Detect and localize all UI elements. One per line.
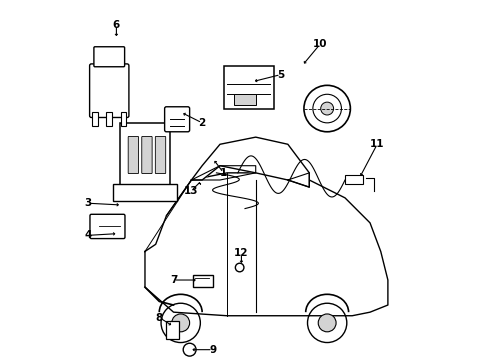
Circle shape bbox=[321, 102, 334, 115]
Circle shape bbox=[172, 314, 190, 332]
FancyBboxPatch shape bbox=[128, 136, 139, 174]
Text: 7: 7 bbox=[170, 275, 177, 285]
Text: 1: 1 bbox=[220, 168, 227, 178]
Polygon shape bbox=[145, 173, 388, 316]
FancyBboxPatch shape bbox=[90, 214, 125, 239]
FancyBboxPatch shape bbox=[120, 123, 170, 187]
FancyBboxPatch shape bbox=[142, 136, 152, 174]
FancyBboxPatch shape bbox=[92, 112, 98, 126]
FancyBboxPatch shape bbox=[113, 184, 177, 202]
FancyBboxPatch shape bbox=[94, 47, 124, 67]
FancyBboxPatch shape bbox=[223, 66, 273, 109]
Text: 8: 8 bbox=[156, 312, 163, 323]
FancyBboxPatch shape bbox=[106, 112, 112, 126]
Polygon shape bbox=[192, 137, 309, 187]
FancyBboxPatch shape bbox=[165, 107, 190, 132]
FancyBboxPatch shape bbox=[167, 321, 179, 339]
FancyBboxPatch shape bbox=[193, 275, 213, 287]
Text: 2: 2 bbox=[198, 118, 206, 128]
Text: 6: 6 bbox=[113, 19, 120, 30]
Text: 11: 11 bbox=[370, 139, 385, 149]
FancyBboxPatch shape bbox=[234, 94, 256, 105]
Text: 12: 12 bbox=[234, 248, 249, 258]
Circle shape bbox=[318, 314, 336, 332]
FancyBboxPatch shape bbox=[90, 64, 129, 117]
Text: 5: 5 bbox=[277, 69, 284, 80]
Text: 4: 4 bbox=[84, 230, 92, 240]
Text: 10: 10 bbox=[313, 39, 327, 49]
FancyBboxPatch shape bbox=[121, 112, 126, 126]
FancyBboxPatch shape bbox=[155, 136, 166, 174]
Text: 13: 13 bbox=[184, 186, 198, 196]
Text: 9: 9 bbox=[209, 345, 217, 355]
FancyBboxPatch shape bbox=[345, 175, 363, 184]
Text: 3: 3 bbox=[84, 198, 92, 208]
